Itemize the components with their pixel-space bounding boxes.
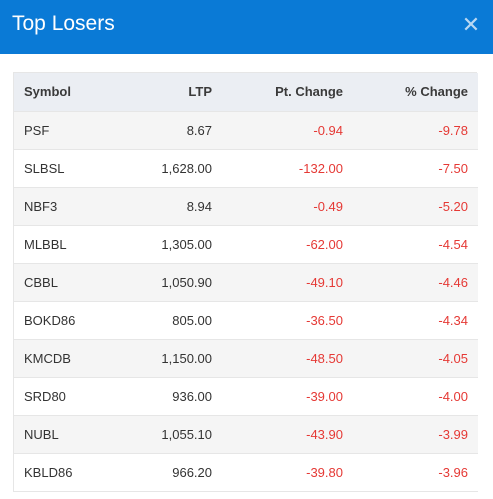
- close-icon[interactable]: ✕: [461, 12, 481, 37]
- symbol-cell[interactable]: NUBL: [14, 415, 114, 454]
- ltp-cell: 936.00: [114, 377, 222, 416]
- column-header-pct-change[interactable]: % Change: [353, 73, 478, 112]
- modal-title: Top Losers: [12, 12, 115, 35]
- header-row: Symbol LTP Pt. Change % Change: [14, 73, 478, 112]
- table-header: Symbol LTP Pt. Change % Change: [14, 73, 478, 112]
- symbol-cell[interactable]: NBF3: [14, 187, 114, 226]
- pct-change-cell: -4.34: [353, 301, 478, 340]
- pct-change-cell: -7.50: [353, 149, 478, 188]
- column-header-pt-change[interactable]: Pt. Change: [222, 73, 353, 112]
- symbol-cell[interactable]: MLBBL: [14, 225, 114, 264]
- pt-change-cell: -39.80: [222, 453, 353, 492]
- ltp-cell: 8.94: [114, 187, 222, 226]
- pct-change-cell: -5.20: [353, 187, 478, 226]
- table-row[interactable]: KMCDB 1,150.00 -48.50 -4.05: [14, 339, 478, 378]
- pt-change-cell: -62.00: [222, 225, 353, 264]
- ltp-cell: 1,150.00: [114, 339, 222, 378]
- symbol-cell[interactable]: SLBSL: [14, 149, 114, 188]
- pt-change-cell: -39.00: [222, 377, 353, 416]
- ltp-cell: 1,055.10: [114, 415, 222, 454]
- table-row[interactable]: BOKD86 805.00 -36.50 -4.34: [14, 301, 478, 340]
- pct-change-cell: -4.05: [353, 339, 478, 378]
- pt-change-cell: -0.49: [222, 187, 353, 226]
- column-header-symbol[interactable]: Symbol: [14, 73, 114, 112]
- table-row[interactable]: NUBL 1,055.10 -43.90 -3.99: [14, 415, 478, 454]
- table-row[interactable]: NBF3 8.94 -0.49 -5.20: [14, 187, 478, 226]
- table-row[interactable]: SLBSL 1,628.00 -132.00 -7.50: [14, 149, 478, 188]
- symbol-cell[interactable]: KBLD86: [14, 453, 114, 492]
- symbol-cell[interactable]: KMCDB: [14, 339, 114, 378]
- symbol-cell[interactable]: SRD80: [14, 377, 114, 416]
- pct-change-cell: -3.96: [353, 453, 478, 492]
- table-body: PSF 8.67 -0.94 -9.78 SLBSL 1,628.00 -132…: [14, 111, 478, 492]
- symbol-cell[interactable]: BOKD86: [14, 301, 114, 340]
- modal-header: Top Losers ✕: [0, 0, 493, 54]
- losers-table: Symbol LTP Pt. Change % Change PSF 8.67 …: [14, 73, 478, 492]
- pt-change-cell: -48.50: [222, 339, 353, 378]
- ltp-cell: 1,050.90: [114, 263, 222, 302]
- losers-table-container: Symbol LTP Pt. Change % Change PSF 8.67 …: [13, 72, 478, 492]
- pct-change-cell: -4.00: [353, 377, 478, 416]
- symbol-cell[interactable]: CBBL: [14, 263, 114, 302]
- ltp-cell: 966.20: [114, 453, 222, 492]
- ltp-cell: 805.00: [114, 301, 222, 340]
- column-header-ltp[interactable]: LTP: [114, 73, 222, 112]
- pt-change-cell: -43.90: [222, 415, 353, 454]
- ltp-cell: 8.67: [114, 111, 222, 150]
- pt-change-cell: -0.94: [222, 111, 353, 150]
- ltp-cell: 1,628.00: [114, 149, 222, 188]
- pct-change-cell: -9.78: [353, 111, 478, 150]
- table-row[interactable]: KBLD86 966.20 -39.80 -3.96: [14, 453, 478, 492]
- pct-change-cell: -3.99: [353, 415, 478, 454]
- pt-change-cell: -132.00: [222, 149, 353, 188]
- pct-change-cell: -4.46: [353, 263, 478, 302]
- pt-change-cell: -36.50: [222, 301, 353, 340]
- table-row[interactable]: CBBL 1,050.90 -49.10 -4.46: [14, 263, 478, 302]
- table-row[interactable]: PSF 8.67 -0.94 -9.78: [14, 111, 478, 150]
- table-row[interactable]: SRD80 936.00 -39.00 -4.00: [14, 377, 478, 416]
- pct-change-cell: -4.54: [353, 225, 478, 264]
- ltp-cell: 1,305.00: [114, 225, 222, 264]
- table-row[interactable]: MLBBL 1,305.00 -62.00 -4.54: [14, 225, 478, 264]
- pt-change-cell: -49.10: [222, 263, 353, 302]
- symbol-cell[interactable]: PSF: [14, 111, 114, 150]
